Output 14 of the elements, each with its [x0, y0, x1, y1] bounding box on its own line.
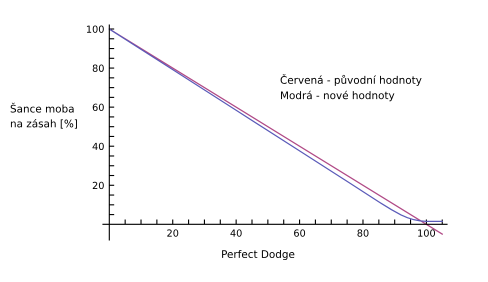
- x-tick-label: 20: [167, 229, 178, 237]
- annotation: Červená - původní hodnoty: [280, 74, 422, 86]
- y-tick-label: 20: [92, 182, 104, 190]
- x-tick-label: 60: [294, 229, 306, 237]
- x-axis-title: Perfect Dodge: [222, 250, 294, 260]
- y-tick-label: 100: [86, 25, 104, 33]
- x-tick-label: 80: [357, 229, 369, 237]
- y-tick-label: 60: [92, 104, 104, 111]
- x-tick-label: 40: [230, 229, 242, 237]
- y-tick-label: 40: [92, 142, 104, 150]
- annotation: Modrá - nové hodnoty: [281, 90, 394, 102]
- x-tick-label: 100: [418, 229, 436, 237]
- y-axis-title: Šance moba na zásah [%]: [10, 102, 77, 129]
- y-tick-label: 80: [92, 64, 104, 72]
